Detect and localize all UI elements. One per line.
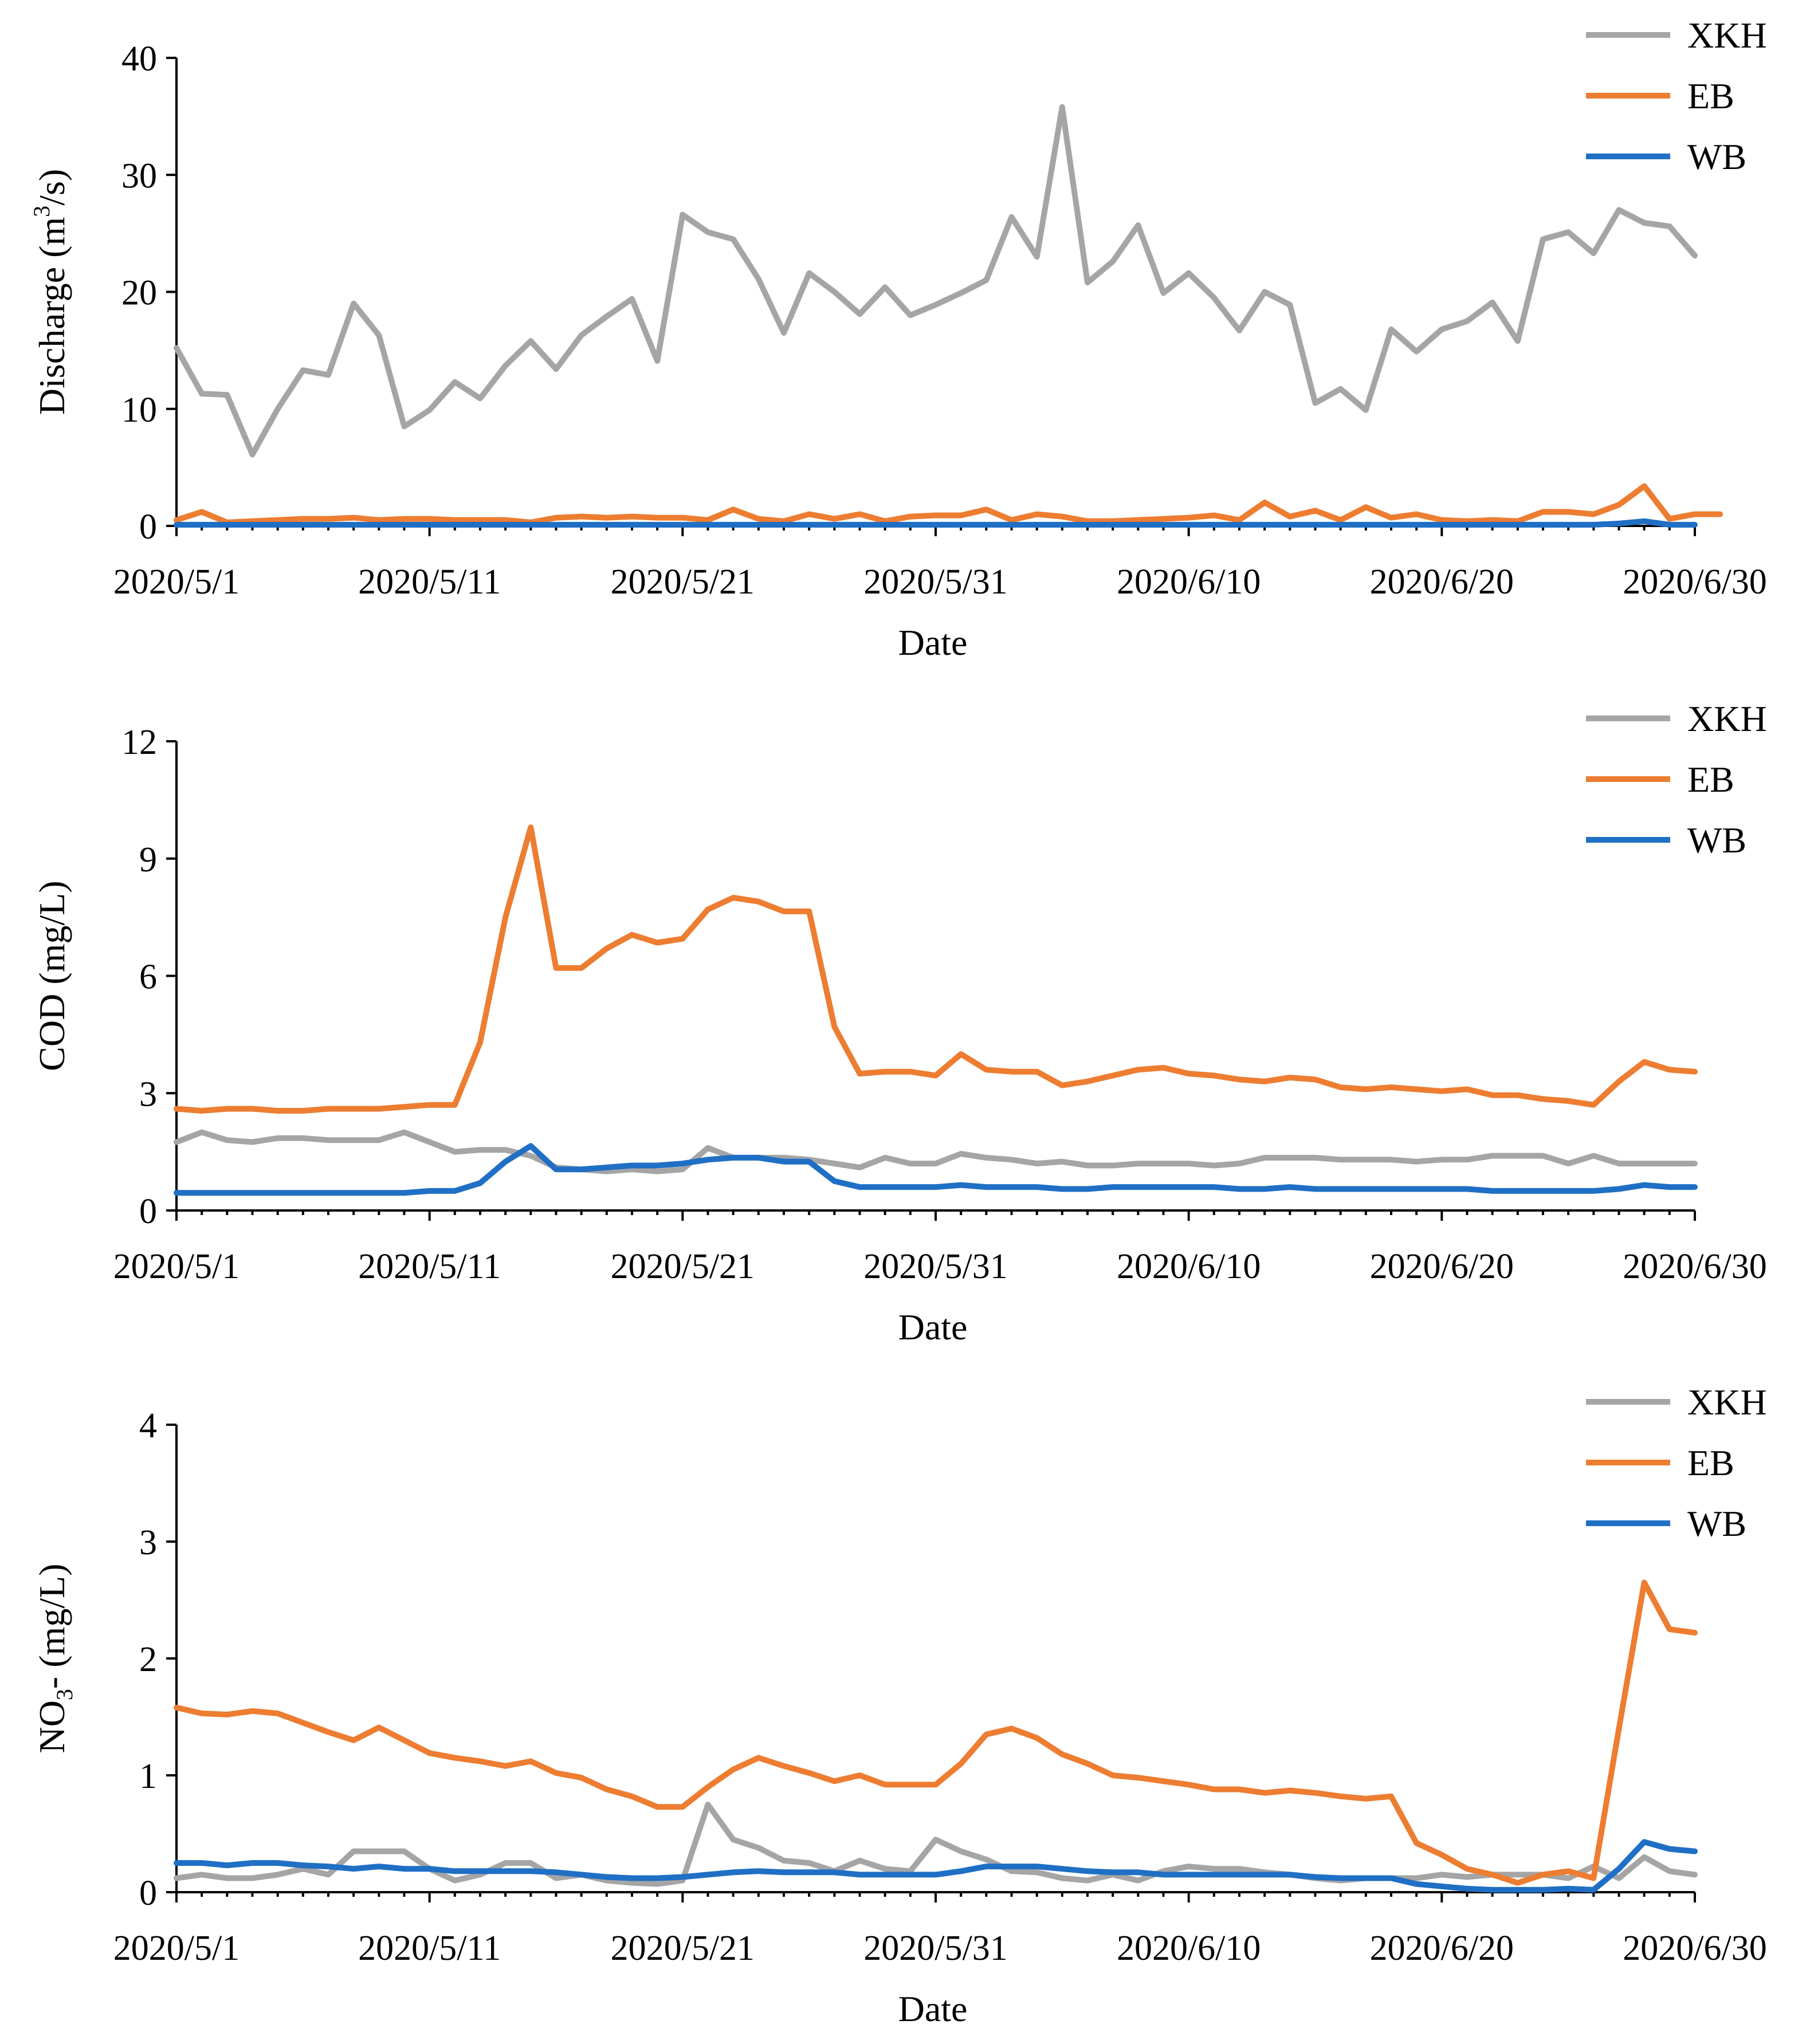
x-tick-label: 2020/6/10 xyxy=(1117,1247,1261,1286)
y-tick-label: 12 xyxy=(121,723,157,762)
x-tick-label: 2020/6/30 xyxy=(1623,563,1766,602)
y-tick-label: 30 xyxy=(121,156,157,195)
x-axis-title: Date xyxy=(898,622,968,663)
series-line-wb xyxy=(174,1839,1698,1893)
x-tick-label: 2020/5/21 xyxy=(611,1929,755,1968)
x-tick-label: 2020/5/1 xyxy=(113,1247,239,1286)
x-tick-label: 2020/5/31 xyxy=(863,563,1007,602)
chart-discharge: 0 10 20 30 40 2020/5/1 2020/5/11 2020/5/21 2020/… xyxy=(29,15,1767,663)
x-tick-label: 2020/5/31 xyxy=(863,1247,1007,1286)
legend-label-xkh: XKH xyxy=(1687,15,1767,56)
x-tick-label: 2020/6/20 xyxy=(1370,1929,1514,1968)
y-tick-label: 40 xyxy=(121,40,157,78)
legend-label-wb: WB xyxy=(1687,1503,1746,1544)
x-tick-label: 2020/5/11 xyxy=(358,1929,501,1968)
y-tick-label: 20 xyxy=(121,274,157,313)
series-line-xkh xyxy=(174,104,1698,458)
x-tick-label: 2020/6/30 xyxy=(1623,1929,1766,1968)
x-tick-label: 2020/6/10 xyxy=(1117,1929,1261,1968)
chart-nitrate: 0 1 2 3 4 2020/5/1 2020/5/11 2020/5/21 2020/5/31… xyxy=(32,1382,1767,2029)
x-tick-label: 2020/5/11 xyxy=(358,563,501,602)
y-tick-label: 6 xyxy=(139,958,157,997)
series-line-eb xyxy=(174,1579,1698,1886)
x-tick-label: 2020/6/20 xyxy=(1370,563,1514,602)
x-tick-label: 2020/5/1 xyxy=(113,563,239,602)
legend-label-wb: WB xyxy=(1687,820,1746,860)
x-axis-title: Date xyxy=(898,1988,968,2029)
series-line-wb xyxy=(174,1143,1698,1196)
x-tick-label: 2020/6/10 xyxy=(1117,563,1261,602)
x-tick-label: 2020/6/20 xyxy=(1370,1247,1514,1286)
chart-cod: 0 3 6 9 12 2020/5/1 2020/5/11 2020/5/21 2020/5/3… xyxy=(32,698,1767,1347)
series-line-xkh xyxy=(174,1129,1698,1174)
y-tick-label: 0 xyxy=(139,1874,157,1913)
x-tick-label: 2020/5/21 xyxy=(611,1247,755,1286)
y-axis-title: COD (mg/L) xyxy=(32,881,72,1071)
series-line-wb xyxy=(174,518,1698,528)
series-line-eb xyxy=(174,824,1698,1114)
y-axis-title: Discharge (m3/s) xyxy=(29,169,72,415)
legend-label-eb: EB xyxy=(1687,1442,1734,1483)
x-tick-label: 2020/5/31 xyxy=(863,1929,1007,1968)
legend-label-wb: WB xyxy=(1687,136,1746,177)
x-tick-label: 2020/5/21 xyxy=(611,563,755,602)
y-tick-label: 1 xyxy=(139,1757,157,1796)
y-tick-label: 10 xyxy=(121,391,157,430)
x-tick-label: 2020/6/30 xyxy=(1623,1247,1766,1286)
y-tick-label: 0 xyxy=(139,508,157,547)
legend-label-eb: EB xyxy=(1687,759,1734,800)
y-tick-label: 2 xyxy=(139,1640,157,1679)
legend-label-eb: EB xyxy=(1687,76,1734,116)
y-tick-label: 3 xyxy=(139,1523,157,1562)
x-axis-title: Date xyxy=(898,1307,968,1347)
x-tick-label: 2020/5/11 xyxy=(358,1247,501,1286)
y-axis-title: NO3- (mg/L) xyxy=(32,1563,77,1753)
y-tick-label: 0 xyxy=(139,1192,157,1231)
y-tick-label: 4 xyxy=(139,1406,157,1445)
legend-label-xkh: XKH xyxy=(1687,1382,1767,1422)
legend-label-xkh: XKH xyxy=(1687,698,1767,739)
series-line-eb xyxy=(174,483,1723,525)
y-tick-label: 3 xyxy=(139,1075,157,1114)
x-tick-label: 2020/5/1 xyxy=(113,1929,239,1968)
y-tick-label: 9 xyxy=(139,840,157,879)
